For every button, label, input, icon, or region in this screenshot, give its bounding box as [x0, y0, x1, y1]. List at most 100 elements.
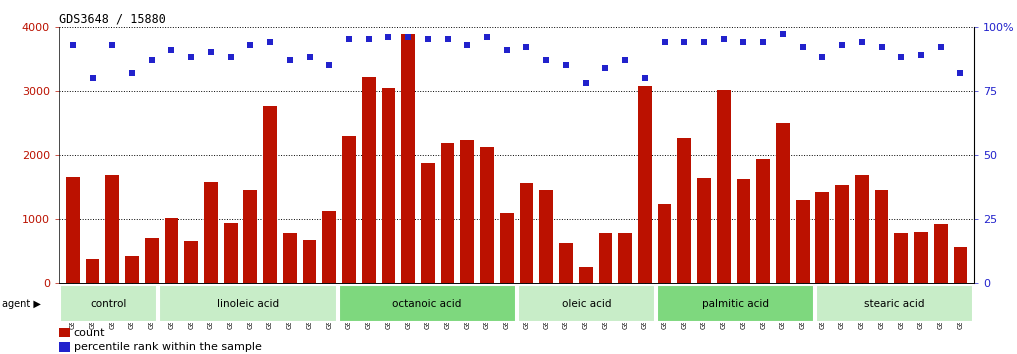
Bar [165, 218, 178, 283]
Bar [339, 285, 516, 322]
Bar [835, 185, 849, 283]
Point [400, 34, 416, 40]
Bar [500, 213, 514, 283]
Bar [440, 143, 455, 283]
Bar [60, 285, 158, 322]
Point [834, 42, 850, 47]
Point [755, 39, 771, 45]
Point [656, 39, 672, 45]
Text: linoleic acid: linoleic acid [217, 298, 279, 309]
Point [341, 36, 357, 42]
Point [815, 55, 831, 60]
Bar [934, 223, 948, 283]
Bar [283, 233, 297, 283]
Point [538, 57, 554, 63]
Point [183, 55, 199, 60]
Bar [579, 267, 593, 283]
Point [479, 34, 495, 40]
Bar [322, 211, 337, 283]
Bar [539, 189, 553, 283]
Point [597, 65, 613, 70]
Text: count: count [73, 328, 105, 338]
Bar [461, 140, 474, 283]
Bar [776, 124, 790, 283]
Bar [894, 233, 908, 283]
Bar [303, 240, 316, 283]
Text: GDS3648 / 15880: GDS3648 / 15880 [59, 12, 166, 25]
Text: stearic acid: stearic acid [864, 298, 924, 309]
Bar [144, 238, 159, 283]
Bar [362, 76, 375, 283]
Point [933, 44, 949, 50]
Text: palmitic acid: palmitic acid [702, 298, 769, 309]
Point [498, 47, 515, 52]
Point [696, 39, 712, 45]
Point [716, 36, 732, 42]
Bar [59, 342, 70, 352]
Bar [757, 159, 770, 283]
Point [637, 75, 653, 81]
Point [223, 55, 239, 60]
Bar [875, 189, 889, 283]
Point [519, 44, 535, 50]
Point [952, 70, 968, 76]
Point [578, 80, 594, 86]
Point [104, 42, 120, 47]
Bar [657, 285, 814, 322]
Bar [914, 232, 928, 283]
Point [557, 62, 574, 68]
Point [420, 36, 436, 42]
Text: agent ▶: agent ▶ [2, 298, 41, 309]
Bar [518, 285, 655, 322]
Bar [816, 192, 829, 283]
Bar [559, 244, 573, 283]
Bar [658, 204, 671, 283]
Text: octanoic acid: octanoic acid [393, 298, 462, 309]
Bar [125, 256, 139, 283]
Point [460, 42, 476, 47]
Point [202, 49, 219, 55]
Text: percentile rank within the sample: percentile rank within the sample [73, 342, 261, 352]
Bar [263, 106, 277, 283]
Text: oleic acid: oleic acid [561, 298, 611, 309]
Point [794, 44, 811, 50]
Bar [520, 183, 533, 283]
Bar [106, 176, 119, 283]
Point [913, 52, 930, 58]
Bar [243, 189, 257, 283]
Point [893, 55, 909, 60]
Point [874, 44, 890, 50]
Point [361, 36, 377, 42]
Point [617, 57, 634, 63]
Point [439, 36, 456, 42]
Point [262, 39, 279, 45]
Point [143, 57, 160, 63]
Bar [736, 179, 751, 283]
Point [84, 75, 101, 81]
Point [380, 34, 397, 40]
Point [676, 39, 693, 45]
Bar [954, 247, 967, 283]
Bar [598, 233, 612, 283]
Bar [160, 285, 337, 322]
Bar [224, 223, 238, 283]
Point [65, 42, 81, 47]
Bar [421, 163, 435, 283]
Bar [59, 328, 70, 337]
Point [735, 39, 752, 45]
Bar [402, 34, 415, 283]
Point [775, 32, 791, 37]
Point [321, 62, 338, 68]
Point [282, 57, 298, 63]
Bar [795, 200, 810, 283]
Bar [381, 87, 396, 283]
Bar [717, 90, 730, 283]
Point [301, 55, 317, 60]
Bar [85, 259, 100, 283]
Bar [855, 175, 869, 283]
Bar [480, 147, 494, 283]
Text: control: control [91, 298, 127, 309]
Bar [204, 182, 218, 283]
Bar [342, 136, 356, 283]
Bar [66, 177, 79, 283]
